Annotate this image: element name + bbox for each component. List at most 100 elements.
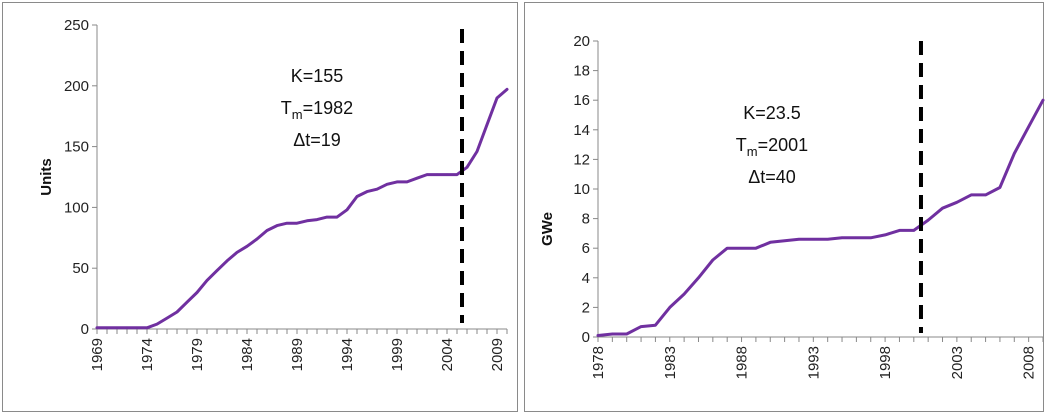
x-tick-label: 2009 [489,338,506,371]
data-point [840,236,844,240]
y-tick-label: 0 [81,321,89,338]
x-tick-label: 1969 [89,338,106,371]
y-tick-label: 50 [72,260,89,277]
left-chart-svg: 0 50 100 150 200 250 1969 1974 1979 1984 1989 1994 1… [38,17,509,371]
data-point [145,326,149,329]
data-point [435,173,439,176]
annotation-tm-subscript: m [747,144,758,159]
x-tick-label: 1984 [239,338,256,371]
data-point [725,247,729,250]
x-tick-label: 1978 [590,346,607,379]
data-point [455,173,459,176]
annotation-tm-subscript: m [292,107,303,122]
data-point [485,123,489,126]
data-point [175,310,179,314]
data-point [135,326,139,329]
data-point [668,306,671,309]
x-tick-label: 2004 [439,338,456,371]
data-point [697,276,700,279]
right-chart-svg: 0 2 4 6 8 10 12 14 16 18 20 1978 1983 1988 1993 1998 200… [539,33,1045,379]
data-point [355,195,359,198]
data-point [926,218,930,222]
data-point [245,245,249,248]
y-tick-label: 8 [582,211,590,228]
annotation-tm-value: =2001 [758,135,809,155]
y-axis-title: GWe [539,212,556,246]
data-point [475,150,479,153]
annotation-tm-value: =1982 [303,98,354,118]
data-point [970,193,973,197]
y-tick-label: 100 [64,199,89,216]
data-point [185,301,189,304]
data-point [639,325,643,328]
annotation-k: K=23.5 [743,103,801,123]
data-point [345,208,349,212]
data-point [325,215,329,219]
data-point [998,186,1002,189]
data-point [425,173,429,176]
y-tick-label: 18 [573,63,590,80]
data-point [215,269,219,272]
annotation-tm: Tm=2001 [736,135,808,159]
annotation-tm-prefix: T [281,98,292,118]
right-chart-panel: 0 2 4 6 8 10 12 14 16 18 20 1978 1983 1988 1993 1998 200… [524,2,1045,412]
data-point [941,207,944,210]
data-point [335,215,339,219]
y-tick-label: 4 [582,270,590,287]
data-point [225,259,229,263]
x-tick-label: 1983 [662,346,679,379]
y-tick-label: 2 [582,299,590,316]
data-point [898,229,901,232]
data-point [495,96,499,100]
x-tick-label: 2003 [949,346,966,379]
data-point [1027,125,1030,129]
data-point [235,251,239,254]
data-point [869,236,872,240]
y-tick-label: 12 [573,151,590,168]
data-point [405,180,409,184]
data-point [205,279,209,282]
x-tick-label: 1994 [339,338,356,371]
data-point [654,323,657,327]
data-point [255,237,259,241]
data-point [505,88,509,91]
data-point [883,233,887,237]
data-point [445,173,449,176]
series-line [95,87,509,330]
data-point [315,218,319,221]
data-point [769,241,772,244]
y-tick-label: 200 [64,78,89,95]
data-point [955,201,959,204]
data-point [984,193,987,197]
data-point [275,224,279,227]
x-tick-label: 1993 [805,346,822,379]
annotation-tm: Tm=1982 [281,98,353,122]
data-point [385,183,389,186]
annotation-tm-prefix: T [736,135,747,155]
x-tick-label: 1979 [189,338,206,371]
annotation-k: K=155 [291,66,344,86]
y-tick-label: 14 [573,122,590,139]
data-point [826,238,829,241]
y-tick-label: 6 [582,240,590,257]
y-tick-label: 20 [573,33,590,50]
annotation-dt: Δt=40 [748,167,796,187]
data-point [812,238,815,241]
data-point [465,166,469,169]
data-point [195,291,199,294]
x-tick-label: 1989 [289,338,306,371]
data-point [115,326,119,329]
data-point [625,332,628,336]
data-point [596,334,600,337]
data-point [711,258,715,262]
x-tick-label: 2008 [1021,346,1038,379]
data-point [305,219,309,222]
annotation-dt: Δt=19 [293,130,341,150]
left-chart-panel: 0 50 100 150 200 250 1969 1974 1979 1984 1989 1994 1… [2,2,518,412]
data-point [1041,99,1045,102]
data-point [95,326,99,329]
data-point [1013,152,1016,155]
y-tick-label: 0 [582,329,590,346]
y-axis-title: Units [38,158,55,196]
y-tick-label: 10 [573,181,590,198]
